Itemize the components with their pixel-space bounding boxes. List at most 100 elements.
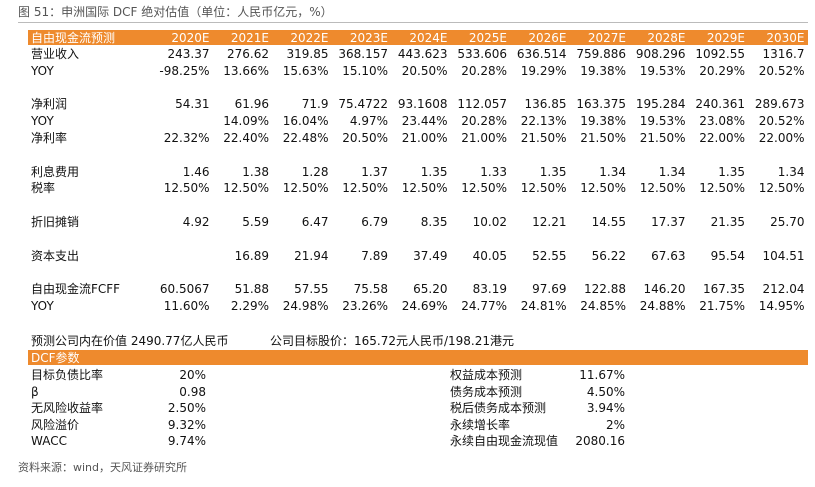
- cell: 12.50%: [520, 181, 567, 196]
- cell: 21.94: [294, 248, 329, 263]
- param-value: 9.32%: [167, 417, 206, 432]
- target-price: 公司目标股价：165.72元人民币/198.21港元: [270, 334, 515, 348]
- cell: 21.00%: [461, 131, 507, 145]
- cell: 5.59: [242, 215, 269, 229]
- param-label: 税后债务成本预测: [450, 401, 547, 416]
- cell: 1.34: [777, 164, 805, 179]
- cell: 20.50%: [401, 63, 448, 78]
- cell: 24.85%: [580, 299, 626, 313]
- cell: 14.95%: [758, 299, 805, 313]
- cell: 122.88: [584, 282, 626, 297]
- cell: 61.96: [234, 97, 269, 112]
- cell: 1.33: [480, 164, 507, 179]
- cell: 1.38: [242, 164, 269, 179]
- cell: 25.70: [770, 215, 805, 229]
- cell: 14.09%: [223, 114, 269, 129]
- cell: 15.63%: [282, 63, 329, 78]
- cell: 75.58: [353, 282, 388, 297]
- cell: 12.50%: [342, 181, 388, 196]
- cell: 20.52%: [758, 114, 805, 129]
- figure-title: 图 51：申洲国际 DCF 绝对估值（单位：人民币亿元，%）: [18, 5, 333, 19]
- cell: 20.52%: [758, 63, 805, 78]
- cell: 908.296: [635, 47, 686, 61]
- cell: 443.623: [397, 47, 448, 61]
- cell: 20.29%: [699, 63, 745, 78]
- cell: 15.10%: [342, 63, 388, 78]
- cell: 17.37: [651, 215, 686, 229]
- row-label: 净利润: [31, 97, 68, 112]
- cell: 22.00%: [699, 131, 745, 145]
- cell: 24.81%: [520, 299, 567, 313]
- cell: 1316.7: [762, 47, 805, 61]
- cell: 12.50%: [282, 181, 329, 196]
- row-label: 利息费用: [31, 164, 80, 179]
- cell: 75.4722: [338, 97, 388, 112]
- cell: 22.48%: [282, 131, 329, 145]
- year-header: 2025E: [468, 30, 507, 45]
- cell: 1.46: [182, 164, 210, 179]
- cell: 57.55: [294, 282, 329, 297]
- cell: 212.04: [762, 282, 805, 297]
- cell: 136.85: [524, 97, 567, 112]
- cell: 2.29%: [230, 299, 269, 313]
- param-label: 目标负债比率: [31, 368, 104, 382]
- cell: 1.37: [361, 164, 388, 179]
- cell: 1.35: [718, 164, 745, 179]
- cell: 24.88%: [639, 299, 686, 313]
- cell: 24.69%: [401, 299, 448, 313]
- intrinsic-value: 预测公司内在价值 2490.77亿人民币: [31, 334, 229, 348]
- cell: 1.34: [658, 164, 686, 179]
- cell: 368.157: [338, 47, 388, 61]
- cell: 167.35: [703, 282, 745, 297]
- header-label: 自由现金流预测: [31, 30, 116, 45]
- cell: 22.40%: [223, 131, 269, 145]
- cell: 12.21: [532, 215, 567, 229]
- year-header: 2020E: [171, 30, 210, 45]
- cell: 56.22: [591, 248, 626, 263]
- row-label: 自由现金流FCFF: [31, 282, 121, 297]
- cell: 60.5067: [159, 282, 210, 297]
- cell: 112.057: [457, 97, 507, 112]
- cell: 21.50%: [520, 131, 567, 145]
- cell: 1.35: [539, 164, 567, 179]
- table-header-bar: [28, 30, 808, 45]
- year-header: 2029E: [706, 30, 745, 45]
- params-header: DCF参数: [31, 350, 80, 365]
- cell: 7.89: [361, 248, 388, 263]
- source-note: 资料来源：wind，天风证券研究所: [18, 461, 188, 474]
- cell: 16.89: [234, 248, 269, 263]
- cell: 12.50%: [223, 181, 269, 196]
- year-header: 2027E: [587, 30, 626, 45]
- cell: 95.54: [710, 248, 745, 263]
- cell: 23.08%: [699, 114, 745, 129]
- cell: 276.62: [227, 47, 269, 61]
- cell: 195.284: [635, 97, 686, 112]
- year-header: 2028E: [647, 30, 686, 45]
- row-label: 税率: [31, 181, 56, 196]
- cell: 52.55: [532, 248, 567, 263]
- param-value: 4.50%: [586, 384, 625, 399]
- param-value: 11.67%: [579, 368, 625, 382]
- cell: 37.49: [413, 248, 448, 263]
- cell: 8.35: [420, 215, 448, 229]
- cell: 22.32%: [163, 131, 210, 145]
- cell: 21.00%: [401, 131, 448, 145]
- cell: 23.26%: [342, 299, 388, 313]
- param-value: 3.94%: [586, 401, 625, 416]
- cell: 40.05: [472, 248, 507, 263]
- cell: 104.51: [762, 248, 805, 263]
- cell: 289.673: [754, 97, 805, 112]
- param-value: 2.50%: [167, 401, 206, 416]
- year-header: 2022E: [290, 30, 329, 45]
- param-label: 永续增长率: [450, 417, 511, 432]
- title-rule: [18, 22, 808, 23]
- cell: 12.50%: [163, 181, 210, 196]
- cell: 54.31: [175, 97, 210, 112]
- row-label: 资本支出: [31, 248, 80, 263]
- cell: 12.50%: [580, 181, 626, 196]
- cell: 11.60%: [163, 299, 210, 313]
- cell: 21.75%: [699, 299, 745, 313]
- cell: 243.37: [167, 47, 210, 61]
- cell: 51.88: [234, 282, 269, 297]
- cell: 22.13%: [520, 114, 567, 129]
